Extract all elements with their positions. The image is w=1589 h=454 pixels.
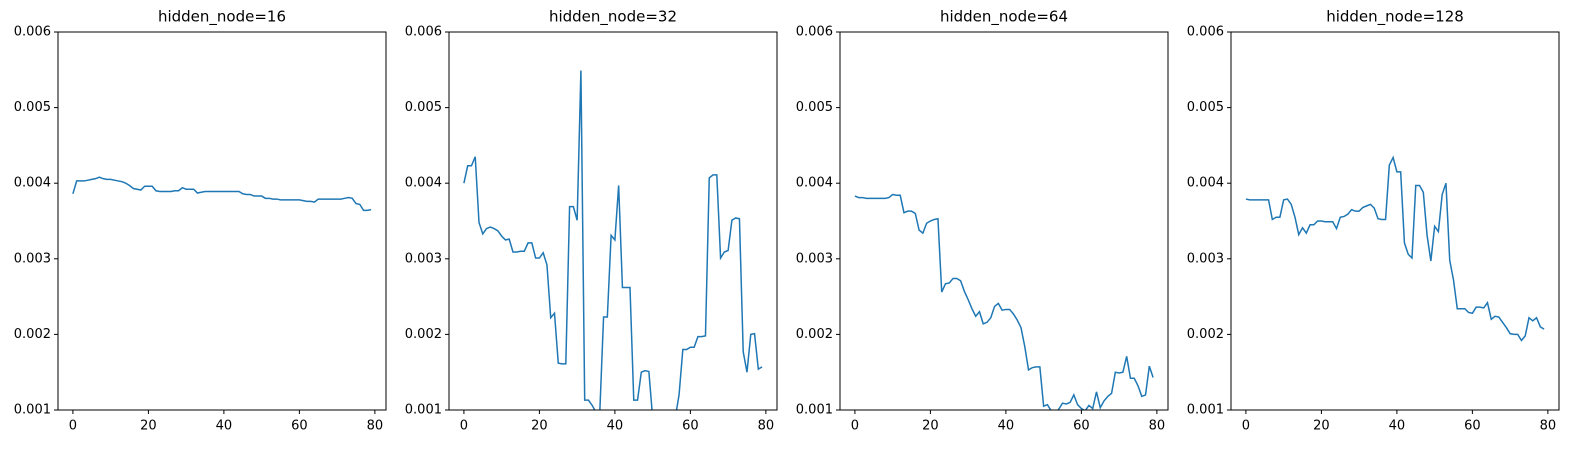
x-tick-label: 0 — [69, 419, 77, 434]
x-tick-label: 60 — [682, 419, 699, 434]
plot-area — [72, 176, 372, 212]
axes-frame — [1230, 31, 1560, 411]
x-tick-label: 0 — [851, 419, 859, 434]
y-tick-label: 0.006 — [405, 25, 442, 40]
x-tick-label: 80 — [758, 419, 775, 434]
x-tick-label: 80 — [1540, 419, 1557, 434]
x-tick-label: 80 — [367, 419, 384, 434]
axes-frame — [448, 31, 778, 411]
y-tick-label: 0.002 — [405, 327, 442, 342]
y-tick-label: 0.005 — [796, 100, 833, 115]
axes-frame — [839, 31, 1169, 411]
x-tick-label: 0 — [460, 419, 468, 434]
y-tick-label: 0.003 — [796, 251, 833, 266]
chart-title: hidden_node=32 — [549, 8, 677, 27]
y-tick-label: 0.001 — [14, 403, 51, 418]
chart-title: hidden_node=128 — [1326, 8, 1464, 27]
line-series — [72, 176, 372, 212]
y-tick-label: 0.001 — [796, 403, 833, 418]
y-tick-label: 0.001 — [405, 403, 442, 418]
x-tick-label: 20 — [531, 419, 548, 434]
x-tick-label: 60 — [1073, 419, 1090, 434]
y-tick-label: 0.006 — [796, 25, 833, 40]
y-tick-label: 0.003 — [14, 251, 51, 266]
y-tick-label: 0.003 — [1187, 251, 1224, 266]
line-series — [854, 193, 1154, 410]
x-tick-label: 40 — [607, 419, 624, 434]
x-tick-label: 60 — [291, 419, 308, 434]
y-tick-label: 0.002 — [14, 327, 51, 342]
x-tick-label: 80 — [1149, 419, 1166, 434]
y-tick-label: 0.005 — [405, 100, 442, 115]
x-tick-label: 20 — [140, 419, 157, 434]
x-tick-label: 60 — [1464, 419, 1481, 434]
y-tick-label: 0.004 — [796, 176, 833, 191]
x-tick-label: 40 — [1389, 419, 1406, 434]
y-tick-label: 0.004 — [405, 176, 442, 191]
y-tick-label: 0.003 — [405, 251, 442, 266]
x-tick-label: 0 — [1242, 419, 1250, 434]
x-tick-label: 20 — [1313, 419, 1330, 434]
x-tick-label: 20 — [922, 419, 939, 434]
subplot: hidden_node=16 0.001 0.002 0.003 0.004 0.005 0… — [14, 8, 387, 434]
x-tick-label: 40 — [216, 419, 233, 434]
plot-area — [463, 70, 763, 410]
subplot: hidden_node=32 0.001 0.002 0.003 0.004 0.005 0… — [405, 8, 778, 434]
y-tick-label: 0.006 — [14, 25, 51, 40]
y-tick-label: 0.005 — [1187, 100, 1224, 115]
y-tick-label: 0.004 — [1187, 176, 1224, 191]
subplot: hidden_node=128 0.001 0.002 0.003 0.004 0.005… — [1187, 8, 1560, 434]
chart-title: hidden_node=64 — [940, 8, 1068, 27]
line-series — [463, 70, 763, 410]
plot-area — [854, 193, 1154, 410]
line-series — [1245, 155, 1545, 342]
plot-area — [1245, 155, 1545, 342]
axes-frame — [57, 31, 387, 411]
y-tick-label: 0.004 — [14, 176, 51, 191]
y-tick-label: 0.002 — [1187, 327, 1224, 342]
y-tick-label: 0.005 — [14, 100, 51, 115]
y-tick-label: 0.001 — [1187, 403, 1224, 418]
y-tick-label: 0.006 — [1187, 25, 1224, 40]
chart-title: hidden_node=16 — [158, 8, 286, 27]
subplot: hidden_node=64 0.001 0.002 0.003 0.004 0.005 0… — [796, 8, 1169, 434]
x-tick-label: 40 — [998, 419, 1015, 434]
y-tick-label: 0.002 — [796, 327, 833, 342]
